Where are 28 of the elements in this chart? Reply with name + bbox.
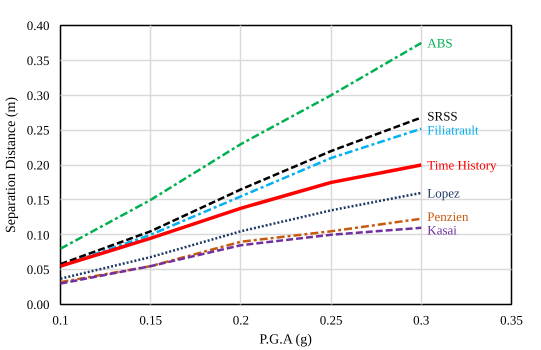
series-label: ABS [427, 35, 453, 50]
series-label: Lopez [427, 185, 460, 200]
x-tick-label: 0.3 [413, 312, 430, 328]
y-tick-label: 0.15 [26, 192, 50, 208]
series-label: Penzien [427, 208, 469, 224]
y-tick-label: 0.40 [26, 18, 50, 33]
series-label: Time History [427, 158, 498, 172]
series-label: Kasai [427, 222, 458, 238]
y-tick-label: 0.00 [26, 297, 50, 312]
series-label: Filiatrault [427, 122, 479, 138]
series-label: SRSS [427, 108, 458, 124]
x-tick-label: 0.2 [232, 312, 250, 328]
y-tick-label: 0.20 [26, 158, 50, 172]
x-axis-title: P.G.A (g) [259, 332, 312, 348]
y-axis-title: Separation Distance (m) [4, 96, 19, 234]
x-tick-label: 0.25 [320, 312, 342, 328]
y-tick-label: 0.35 [26, 52, 50, 68]
x-tick-label: 0.1 [52, 312, 69, 328]
y-tick-label: 0.10 [26, 227, 50, 242]
y-tick-label: 0.05 [26, 262, 50, 278]
x-tick-label: 0.35 [500, 312, 523, 328]
x-tick-label: 0.15 [139, 312, 162, 328]
line-series [60, 163, 424, 268]
line-series [60, 192, 423, 280]
y-tick-label: 0.30 [26, 88, 50, 103]
y-tick-label: 0.25 [26, 122, 50, 138]
line-series [60, 42, 423, 250]
line-series [60, 226, 423, 285]
